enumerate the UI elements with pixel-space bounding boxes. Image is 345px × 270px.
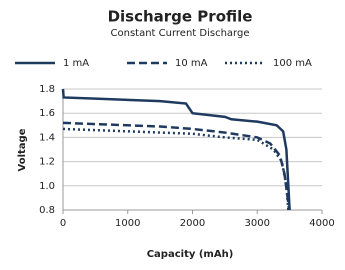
y-tick-label: 1.0 — [39, 181, 55, 192]
x-tick-label: 0 — [60, 218, 66, 229]
y-tick-label: 0.8 — [39, 205, 55, 216]
legend-label: 100 mA — [273, 58, 312, 69]
series-line — [61, 88, 291, 211]
y-tick-label: 1.2 — [39, 157, 55, 168]
x-tick-label: 2000 — [180, 218, 205, 229]
y-tick-label: 1.8 — [39, 84, 55, 95]
x-tick-label: 4000 — [309, 218, 334, 229]
chart-subtitle: Constant Current Discharge — [111, 28, 250, 39]
chart-title: Discharge Profile — [108, 8, 253, 26]
y-tick-label: 1.4 — [39, 132, 55, 143]
legend-label: 10 mA — [175, 58, 208, 69]
series-line — [62, 121, 291, 211]
x-tick-label: 1000 — [115, 218, 140, 229]
x-tick-label: 3000 — [245, 218, 270, 229]
y-axis-label: Voltage — [17, 128, 28, 171]
series-line — [62, 127, 290, 211]
x-axis-label: Capacity (mAh) — [147, 249, 234, 260]
y-tick-label: 1.6 — [39, 108, 55, 119]
legend-label: 1 mA — [63, 58, 89, 69]
